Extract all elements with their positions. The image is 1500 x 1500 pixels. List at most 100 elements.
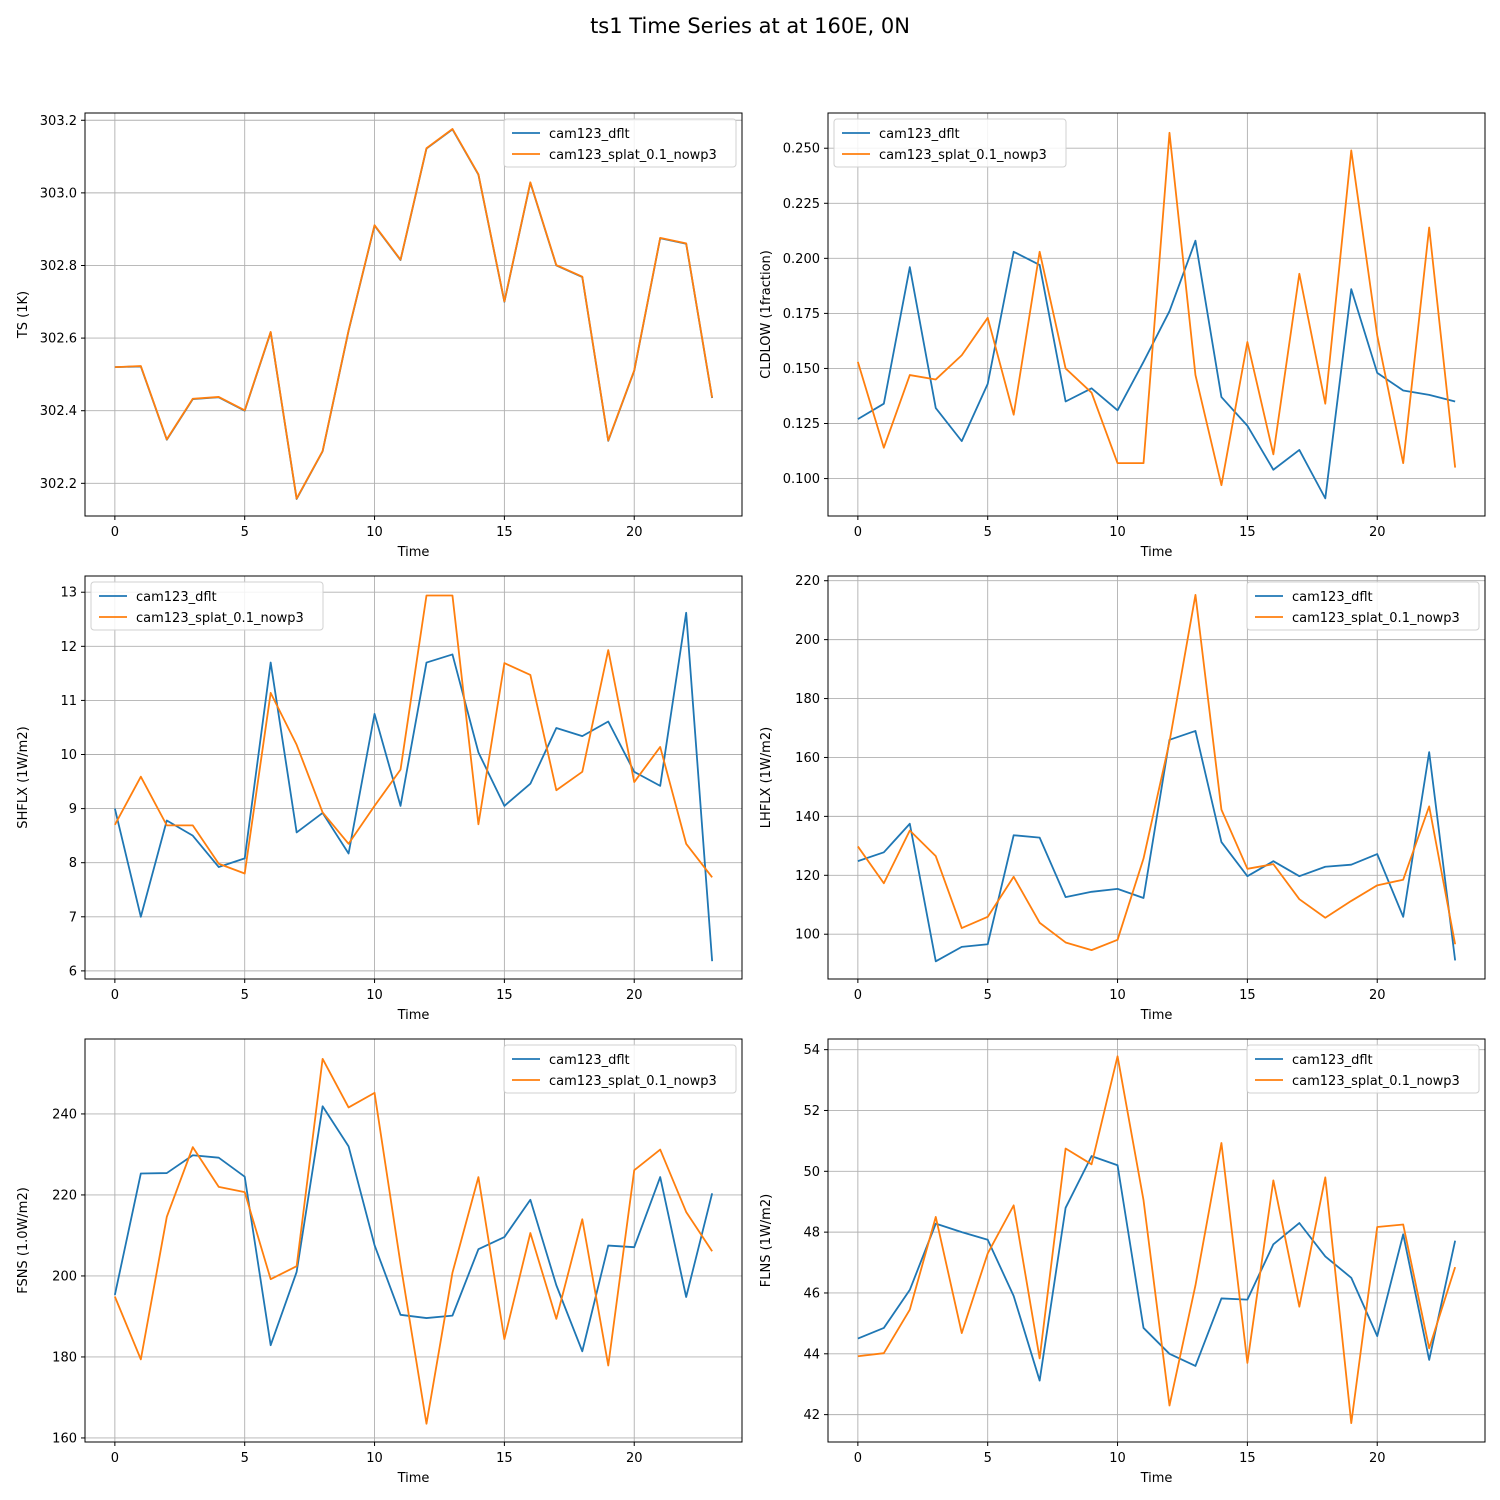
x-tick-label: 20 — [626, 1451, 643, 1466]
series-line-cam123-dflt — [857, 730, 1457, 963]
y-tick-label: 8 — [69, 856, 77, 871]
subplot-2: 0 5 10 15 20 0.100 0.125 0.150 0.175 0.200 0.225 0.… — [759, 112, 1486, 560]
y-tick-label: 0.125 — [783, 417, 820, 432]
series-line-cam123-dflt — [113, 611, 714, 962]
x-tick-label: 0 — [854, 988, 862, 1003]
legend-label: cam123_splat_0.1_nowp3 — [549, 148, 717, 163]
y-tick-label: 54 — [803, 1043, 820, 1058]
x-tick-label: 5 — [984, 988, 992, 1003]
x-tick-label: 20 — [1369, 988, 1386, 1003]
legend-label: cam123_dflt — [879, 127, 960, 142]
legend: cam123_dflt cam123_splat_0.1_nowp3 — [1246, 1044, 1480, 1094]
y-tick-label: 0.225 — [783, 197, 820, 212]
series-line-cam123-dflt — [857, 1155, 1457, 1382]
y-tick-label: 302.2 — [40, 477, 77, 492]
x-tick-label: 15 — [496, 988, 513, 1003]
y-axis-label: SHFLX (1W/m2) — [16, 726, 31, 828]
y-tick-label: 13 — [60, 586, 77, 601]
legend: cam123_dflt cam123_splat_0.1_nowp3 — [90, 581, 324, 631]
y-tick-label: 0.100 — [783, 472, 820, 487]
y-tick-label: 9 — [69, 802, 77, 817]
y-tick-label: 0.175 — [783, 307, 820, 322]
legend-box — [1246, 1044, 1480, 1094]
legend-label: cam123_splat_0.1_nowp3 — [1292, 611, 1460, 626]
series-line-cam123-splat — [114, 594, 713, 878]
y-tick-label: 12 — [60, 640, 77, 655]
legend: cam123_dflt cam123_splat_0.1_nowp3 — [503, 1044, 737, 1094]
y-tick-label: 180 — [52, 1350, 77, 1365]
x-tick-label: 5 — [241, 1451, 249, 1466]
legend-label: cam123_splat_0.1_nowp3 — [1292, 1074, 1460, 1089]
y-tick-label: 302.4 — [40, 404, 77, 419]
axes-frame — [84, 575, 743, 980]
series-line-cam123-dflt — [857, 239, 1456, 500]
legend: cam123_dflt cam123_splat_0.1_nowp3 — [503, 118, 737, 168]
series-line-cam123-dflt — [114, 128, 714, 500]
series-line-cam123-splat — [114, 1057, 713, 1425]
y-tick-label: 302.8 — [40, 259, 77, 274]
x-tick-label: 0 — [111, 525, 119, 540]
y-tick-label: 0.150 — [783, 362, 820, 377]
y-tick-label: 10 — [60, 748, 77, 763]
x-tick-label: 15 — [496, 1451, 513, 1466]
axes-frame — [84, 1038, 743, 1443]
x-tick-label: 5 — [984, 1451, 992, 1466]
series-line-cam123-splat — [857, 1055, 1456, 1425]
x-tick-label: 15 — [1239, 525, 1256, 540]
x-tick-label: 10 — [1109, 988, 1126, 1003]
x-tick-label: 10 — [366, 1451, 383, 1466]
y-tick-label: 180 — [795, 692, 820, 707]
axes-frame — [827, 575, 1486, 980]
x-tick-label: 20 — [1369, 1451, 1386, 1466]
y-tick-label: 50 — [803, 1165, 820, 1180]
x-tick-label: 10 — [366, 525, 383, 540]
y-axis-label: FSNS (1.0W/m2) — [16, 1187, 31, 1294]
legend-box — [833, 118, 1067, 168]
x-tick-label: 10 — [1109, 525, 1126, 540]
x-axis-label: Time — [397, 1008, 430, 1023]
x-tick-label: 15 — [496, 525, 513, 540]
y-tick-label: 0.250 — [783, 142, 820, 157]
x-tick-label: 0 — [111, 1451, 119, 1466]
legend-label: cam123_splat_0.1_nowp3 — [879, 148, 1047, 163]
x-tick-label: 0 — [111, 988, 119, 1003]
x-tick-label: 5 — [984, 525, 992, 540]
legend-box — [503, 1044, 737, 1094]
legend-label: cam123_dflt — [136, 590, 217, 605]
x-tick-label: 15 — [1239, 1451, 1256, 1466]
x-tick-label: 20 — [626, 988, 643, 1003]
series-line-cam123-dflt — [113, 1105, 714, 1353]
y-tick-label: 100 — [795, 928, 820, 943]
x-tick-label: 20 — [626, 525, 643, 540]
series-line-cam123-splat — [857, 593, 1457, 952]
axes-frame — [827, 112, 1486, 517]
axes-frame — [84, 112, 743, 517]
y-tick-label: 302.6 — [40, 332, 77, 347]
legend-box — [503, 118, 737, 168]
x-tick-label: 5 — [241, 988, 249, 1003]
subplot-3: 0 5 10 15 20 6 7 8 9 10 11 12 13 Time SHFLX (1W/m2) cam… — [16, 575, 743, 1023]
y-tick-label: 200 — [52, 1269, 77, 1284]
figure-title: ts1 Time Series at at 160E, 0N — [590, 14, 910, 38]
y-tick-label: 6 — [69, 964, 77, 979]
y-tick-label: 52 — [803, 1104, 820, 1119]
y-tick-label: 240 — [52, 1107, 77, 1122]
legend-label: cam123_splat_0.1_nowp3 — [549, 1074, 717, 1089]
y-tick-label: 11 — [60, 694, 77, 709]
x-axis-label: Time — [1140, 545, 1173, 560]
subplot-5: 0 5 10 15 20 160 180 200 220 240 Time FSNS (1.0W/m2… — [16, 1038, 743, 1486]
legend-label: cam123_dflt — [549, 1053, 630, 1068]
legend: cam123_dflt cam123_splat_0.1_nowp3 — [1246, 581, 1480, 631]
y-tick-label: 0.200 — [783, 252, 820, 267]
x-tick-label: 5 — [241, 525, 249, 540]
y-tick-label: 160 — [795, 751, 820, 766]
legend: cam123_dflt cam123_splat_0.1_nowp3 — [833, 118, 1067, 168]
subplot-4: 0 5 10 15 20 100 120 140 160 180 200 220 Time LHFLX (… — [759, 574, 1486, 1023]
legend-label: cam123_dflt — [1292, 590, 1373, 605]
y-tick-label: 303.0 — [40, 186, 77, 201]
legend-box — [1246, 581, 1480, 631]
y-axis-label: CLDLOW (1fraction) — [759, 250, 774, 379]
subplot-6: 0 5 10 15 20 42 44 46 48 50 52 54 Time FLNS (1W/m2) ca… — [759, 1038, 1486, 1486]
legend-label: cam123_dflt — [549, 127, 630, 142]
y-tick-label: 220 — [795, 574, 820, 589]
